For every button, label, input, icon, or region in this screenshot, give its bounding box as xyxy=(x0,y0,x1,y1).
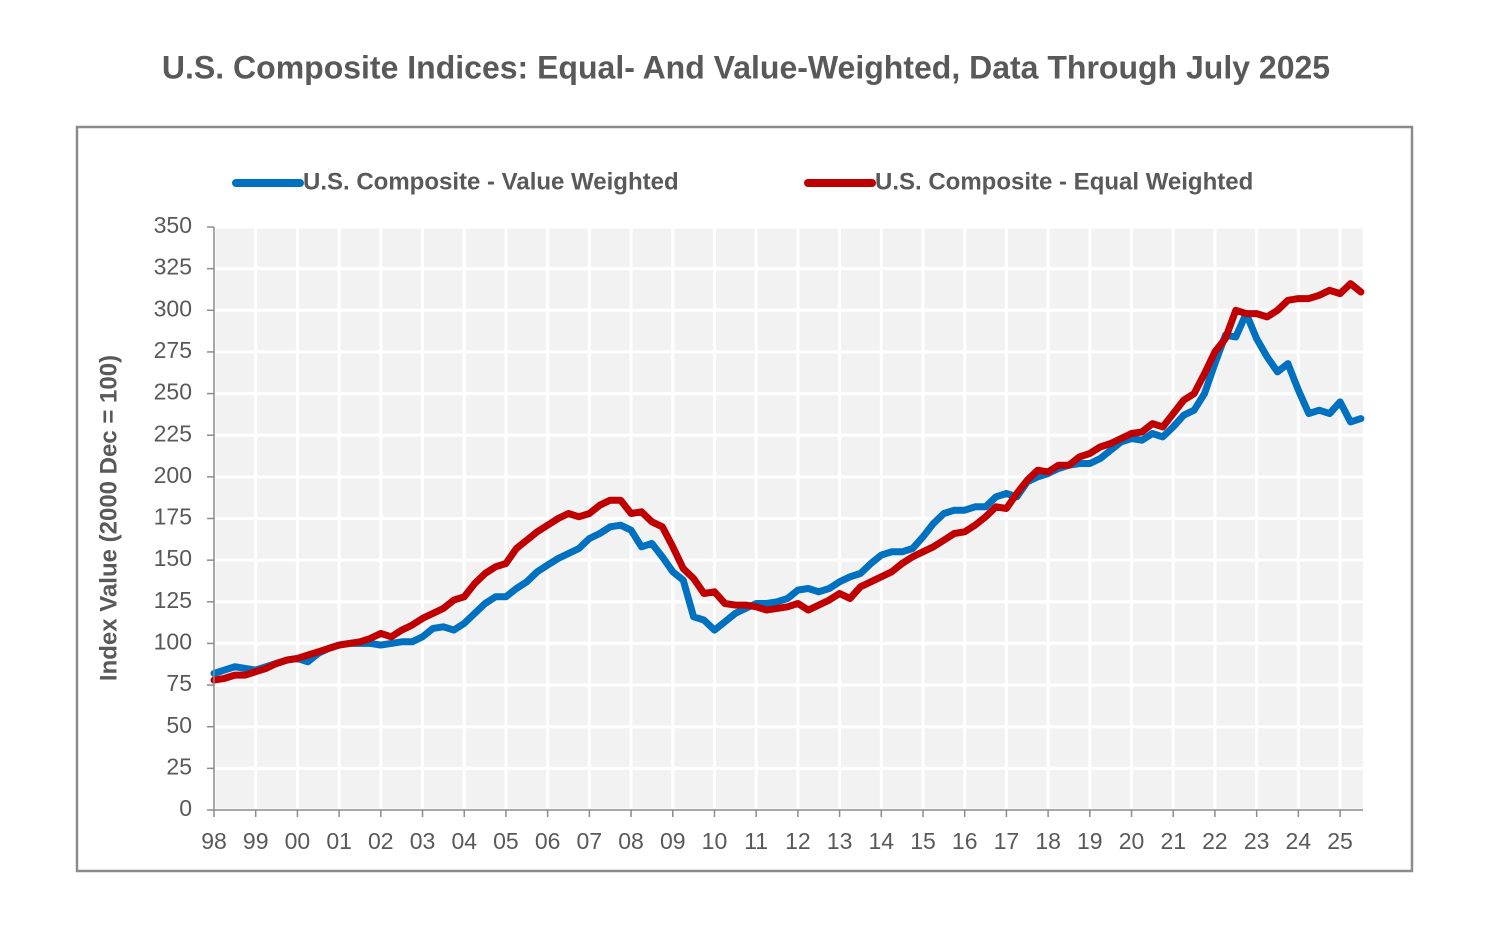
legend: U.S. Composite - Value Weighted U.S. Comp… xyxy=(232,168,1253,195)
x-tick-label: 00 xyxy=(285,828,311,854)
y-tick-label: 325 xyxy=(154,254,192,280)
y-tick-label: 275 xyxy=(154,337,192,363)
x-tick-label: 17 xyxy=(994,828,1020,854)
y-tick-label: 0 xyxy=(179,795,192,821)
x-tick-label: 03 xyxy=(410,828,436,854)
x-tick-label: 06 xyxy=(535,828,561,854)
y-tick-label: 75 xyxy=(166,670,192,696)
x-tick-label: 19 xyxy=(1077,828,1103,854)
y-tick-label: 300 xyxy=(154,295,192,321)
y-tick-label: 250 xyxy=(154,379,192,405)
x-tick-label: 05 xyxy=(493,828,519,854)
y-tick-label: 125 xyxy=(154,587,192,613)
x-tick-label: 09 xyxy=(660,828,686,854)
x-tick-label: 22 xyxy=(1202,828,1228,854)
x-tick-label: 23 xyxy=(1244,828,1270,854)
x-tick-label: 14 xyxy=(868,828,894,854)
series-line xyxy=(210,310,1365,677)
lines xyxy=(210,280,1365,684)
y-tick-label: 225 xyxy=(154,420,192,446)
x-tick-label: 99 xyxy=(243,828,269,854)
x-tick-label: 98 xyxy=(201,828,227,854)
y-tick-label: 100 xyxy=(154,629,192,655)
x-tick-label: 12 xyxy=(785,828,811,854)
axes: 0255075100125150175200225250275300325350… xyxy=(154,212,1363,854)
legend-label: U.S. Composite - Equal Weighted xyxy=(875,168,1253,195)
x-tick-label: 11 xyxy=(744,828,768,854)
legend-label: U.S. Composite - Value Weighted xyxy=(303,168,679,195)
y-tick-label: 350 xyxy=(154,212,192,238)
x-tick-label: 15 xyxy=(910,828,936,854)
x-tick-label: 24 xyxy=(1286,828,1312,854)
y-tick-label: 150 xyxy=(154,545,192,571)
x-tick-label: 18 xyxy=(1035,828,1061,854)
x-tick-label: 21 xyxy=(1160,828,1186,854)
x-tick-label: 16 xyxy=(952,828,978,854)
series-line xyxy=(210,280,1365,684)
x-tick-label: 04 xyxy=(451,828,477,854)
x-tick-label: 07 xyxy=(577,828,603,854)
chart-title: U.S. Composite Indices: Equal- And Value… xyxy=(162,49,1330,85)
x-tick-label: 02 xyxy=(368,828,394,854)
y-tick-label: 200 xyxy=(154,462,192,488)
x-tick-label: 01 xyxy=(326,828,352,854)
y-axis-label: Index Value (2000 Dec = 100) xyxy=(95,355,122,681)
x-tick-label: 10 xyxy=(702,828,728,854)
y-tick-label: 175 xyxy=(154,504,192,530)
x-tick-label: 08 xyxy=(618,828,644,854)
x-tick-label: 25 xyxy=(1327,828,1353,854)
x-tick-label: 13 xyxy=(827,828,853,854)
y-tick-label: 25 xyxy=(166,753,192,779)
x-tick-label: 20 xyxy=(1119,828,1145,854)
y-tick-label: 50 xyxy=(166,712,192,738)
